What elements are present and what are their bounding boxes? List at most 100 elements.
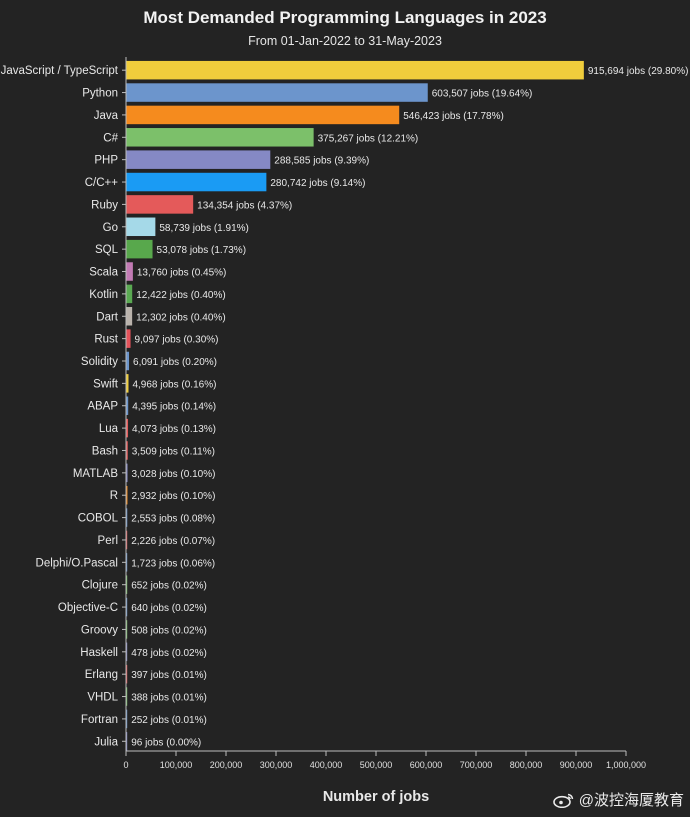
watermark: @波控海厦教育 xyxy=(552,789,684,810)
data-label: 2,226 jobs (0.07%) xyxy=(131,536,215,547)
data-label: 640 jobs (0.02%) xyxy=(131,603,207,614)
bar xyxy=(126,575,128,594)
x-axis-label: Number of jobs xyxy=(322,789,430,805)
data-label: 13,760 jobs (0.45%) xyxy=(137,268,227,279)
category-label: ABAP xyxy=(87,401,118,413)
category-label: Fortran xyxy=(81,714,118,726)
bar xyxy=(126,553,128,572)
weibo-icon xyxy=(552,793,574,808)
bar xyxy=(126,732,128,751)
category-label: VHDL xyxy=(87,692,118,704)
bar xyxy=(126,307,133,326)
data-label: 12,422 jobs (0.40%) xyxy=(136,290,226,301)
bar xyxy=(126,195,194,214)
data-label: 3,028 jobs (0.10%) xyxy=(132,469,216,480)
x-tick-label: 900,000 xyxy=(560,760,593,770)
data-label: 12,302 jobs (0.40%) xyxy=(136,312,226,323)
bar xyxy=(126,485,128,505)
bar xyxy=(126,351,130,371)
bar xyxy=(126,508,128,527)
category-label: C# xyxy=(103,132,118,144)
bar xyxy=(126,396,129,415)
bar xyxy=(126,687,128,706)
bar xyxy=(126,60,584,80)
category-label: Erlang xyxy=(85,669,118,681)
bar xyxy=(126,284,133,304)
bar xyxy=(126,642,128,662)
bar xyxy=(126,239,153,259)
category-label: Clojure xyxy=(82,580,118,592)
data-label: 53,078 jobs (1.73%) xyxy=(157,245,247,256)
data-label: 4,073 jobs (0.13%) xyxy=(132,424,216,435)
category-label: JavaScript / TypeScript xyxy=(1,65,119,77)
data-label: 288,585 jobs (9.39%) xyxy=(274,156,369,167)
chart-title: Most Demanded Programming Languages in 2… xyxy=(143,8,547,27)
data-label: 280,742 jobs (9.14%) xyxy=(270,178,365,189)
bar xyxy=(126,217,156,237)
data-label: 252 jobs (0.01%) xyxy=(131,715,207,726)
category-label: Perl xyxy=(98,535,118,547)
category-label: Python xyxy=(82,88,118,100)
bar xyxy=(126,105,400,125)
data-label: 134,354 jobs (4.37%) xyxy=(197,200,292,211)
x-tick-label: 300,000 xyxy=(260,760,293,770)
x-tick-label: 600,000 xyxy=(410,760,443,770)
x-tick-label: 100,000 xyxy=(160,760,193,770)
x-tick-label: 800,000 xyxy=(510,760,543,770)
category-label: Bash xyxy=(92,445,118,457)
bar xyxy=(126,530,128,550)
data-label: 96 jobs (0.00%) xyxy=(131,737,201,748)
bar xyxy=(126,418,129,438)
data-label: 915,694 jobs (29.80%) xyxy=(588,66,689,77)
data-label: 508 jobs (0.02%) xyxy=(131,625,207,636)
bar xyxy=(126,262,133,281)
bar xyxy=(126,329,131,348)
category-label: SQL xyxy=(95,244,119,256)
category-label: COBOL xyxy=(78,513,119,525)
x-tick-label: 1,000,000 xyxy=(606,760,646,770)
category-label: PHP xyxy=(94,155,118,167)
data-label: 58,739 jobs (1.91%) xyxy=(159,223,249,234)
x-tick-label: 700,000 xyxy=(460,760,493,770)
bar xyxy=(126,83,428,102)
bar xyxy=(126,664,128,684)
category-label: Objective-C xyxy=(58,602,118,614)
category-label: Rust xyxy=(94,334,118,346)
bar xyxy=(126,597,128,617)
data-label: 3,509 jobs (0.11%) xyxy=(132,446,215,457)
data-label: 375,267 jobs (12.21%) xyxy=(318,133,419,144)
x-tick-label: 400,000 xyxy=(310,760,343,770)
category-label: C/C++ xyxy=(85,177,119,189)
category-label: Groovy xyxy=(81,624,118,636)
category-label: Lua xyxy=(99,423,119,435)
data-label: 546,423 jobs (17.78%) xyxy=(403,111,504,122)
chart-subtitle: From 01-Jan-2022 to 31-May-2023 xyxy=(248,34,442,48)
x-tick-label: 500,000 xyxy=(360,760,393,770)
category-label: Swift xyxy=(93,378,119,390)
bar xyxy=(126,172,267,192)
data-label: 2,932 jobs (0.10%) xyxy=(131,491,215,502)
bar xyxy=(126,463,128,483)
category-label: Java xyxy=(94,110,119,122)
watermark-text: @波控海厦教育 xyxy=(578,792,684,809)
data-label: 397 jobs (0.01%) xyxy=(131,670,207,681)
category-label: Delphi/O.Pascal xyxy=(36,557,118,569)
category-label: Solidity xyxy=(81,356,118,368)
data-label: 478 jobs (0.02%) xyxy=(131,648,207,659)
data-label: 388 jobs (0.01%) xyxy=(131,693,207,704)
category-label: Haskell xyxy=(80,647,118,659)
data-label: 4,395 jobs (0.14%) xyxy=(132,402,216,413)
data-label: 6,091 jobs (0.20%) xyxy=(133,357,217,368)
category-label: Scala xyxy=(89,267,118,279)
category-label: Ruby xyxy=(91,199,118,211)
category-label: Dart xyxy=(96,311,119,323)
x-tick-label: 0 xyxy=(123,760,128,770)
bar xyxy=(126,374,129,393)
bar xyxy=(126,709,128,729)
x-tick-label: 200,000 xyxy=(210,760,243,770)
category-label: Kotlin xyxy=(89,289,118,301)
bar xyxy=(126,441,128,460)
data-label: 652 jobs (0.02%) xyxy=(131,581,207,592)
bar xyxy=(126,128,314,147)
